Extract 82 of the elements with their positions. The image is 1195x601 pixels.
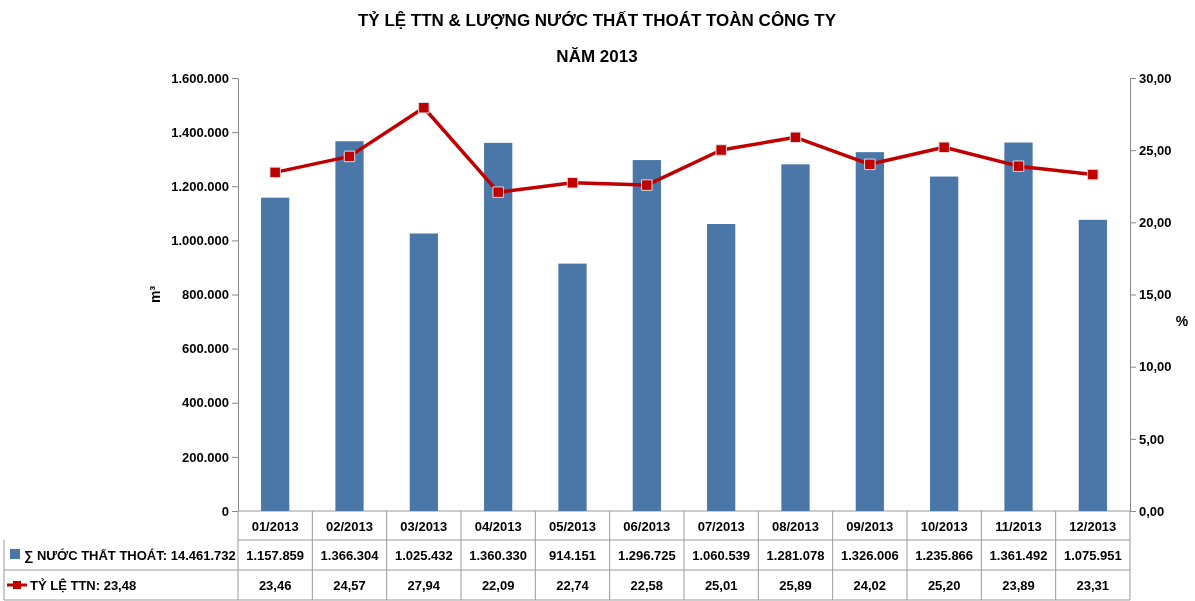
- bar: [781, 164, 810, 511]
- x-tick-label: 06/2013: [623, 519, 671, 534]
- bar: [261, 197, 290, 511]
- y-tick-label: 200.000: [182, 449, 229, 465]
- data-label: 1.025.432: [394, 548, 453, 563]
- x-tick-label: 05/2013: [549, 519, 596, 534]
- bar: [558, 263, 587, 511]
- y-axis-title: m³: [147, 285, 163, 304]
- data-label: 1.360.330: [469, 548, 528, 563]
- point: [789, 131, 802, 144]
- point: [1012, 160, 1025, 172]
- bar: [409, 233, 438, 511]
- y2-tick-label: 20,00: [1139, 214, 1172, 230]
- x-tick-label: 03/2013: [400, 519, 448, 534]
- y-tick-label: 1.000.000: [171, 233, 229, 249]
- legend-label: ∑ NƯỚC THẤT THOÁT: 14.461.732: [24, 548, 236, 563]
- x-tick-label: 12/2013: [1069, 519, 1117, 534]
- data-label: 1.075.951: [1063, 548, 1122, 563]
- chart-subtitle: NĂM 2013: [556, 47, 638, 66]
- point: [566, 177, 579, 189]
- y2-tick-label: 15,00: [1139, 287, 1172, 303]
- y2-tick-label: 0,00: [1139, 503, 1165, 519]
- data-label: 1.361.492: [989, 548, 1048, 563]
- x-tick-label: 02/2013: [326, 519, 373, 534]
- bar: [335, 141, 364, 511]
- data-label: 24,02: [853, 578, 887, 593]
- y-tick-label: 1.600.000: [171, 70, 229, 86]
- bar: [930, 176, 959, 511]
- data-label: 1.366.304: [320, 548, 380, 563]
- bar: [855, 152, 884, 511]
- y-tick-label: 800.000: [182, 287, 229, 303]
- data-label: 914.151: [549, 548, 596, 563]
- data-label: 23,31: [1076, 578, 1110, 593]
- data-label: 22,58: [630, 578, 664, 593]
- bar: [1078, 219, 1107, 511]
- data-label: 24,57: [333, 578, 366, 593]
- data-label: 25,89: [779, 578, 812, 593]
- x-tick-label: 08/2013: [772, 519, 819, 534]
- bar: [1004, 142, 1033, 511]
- x-tick-label: 01/2013: [251, 519, 299, 534]
- point: [864, 158, 876, 171]
- data-label: 25,01: [704, 578, 738, 593]
- point: [492, 186, 504, 198]
- y-tick-label: 400.000: [182, 395, 229, 411]
- x-tick-label: 11/2013: [995, 519, 1042, 534]
- data-label: 23,89: [1002, 578, 1035, 593]
- data-label: 23,46: [258, 578, 292, 593]
- bar: [707, 223, 736, 511]
- y2-axis-title: %: [1175, 313, 1189, 329]
- y-tick-label: 1.400.000: [171, 124, 229, 140]
- data-label: 22,09: [481, 578, 515, 593]
- point: [938, 141, 950, 154]
- x-tick-label: 04/2013: [474, 519, 522, 534]
- data-label: 22,74: [556, 578, 590, 593]
- data-label: 27,94: [407, 578, 441, 593]
- x-tick-label: 09/2013: [846, 519, 894, 534]
- y2-tick-label: 25,00: [1139, 142, 1172, 158]
- y2-tick-label: 10,00: [1139, 359, 1172, 375]
- y-tick-label: 1.200.000: [171, 178, 229, 194]
- data-label: 1.281.078: [766, 548, 825, 563]
- point: [641, 179, 653, 191]
- point: [715, 144, 727, 156]
- point: [343, 150, 356, 163]
- data-label: 1.235.866: [915, 548, 974, 563]
- y2-tick-label: 30,00: [1139, 70, 1172, 86]
- x-tick-label: 07/2013: [697, 519, 745, 534]
- point: [418, 101, 430, 114]
- point: [269, 166, 281, 179]
- legend-label: TỶ LỆ TTN: 23,48: [30, 578, 137, 593]
- x-tick-label: 10/2013: [920, 519, 968, 534]
- chart-title: TỶ LỆ TTN & LƯỢNG NƯỚC THẤT THOÁT TOÀN CÔNG TY: [357, 11, 837, 30]
- y-tick-label: 600.000: [182, 341, 229, 357]
- y-tick-label: 0: [221, 503, 229, 519]
- point: [1087, 168, 1099, 181]
- y2-tick-label: 5,00: [1139, 431, 1165, 447]
- bar: [484, 142, 513, 511]
- data-label: 1.326.006: [840, 548, 899, 563]
- data-label: 25,20: [927, 578, 961, 593]
- data-label: 1.296.725: [617, 548, 676, 563]
- data-label: 1.157.859: [246, 548, 305, 563]
- data-label: 1.060.539: [692, 548, 751, 563]
- bar: [632, 160, 661, 511]
